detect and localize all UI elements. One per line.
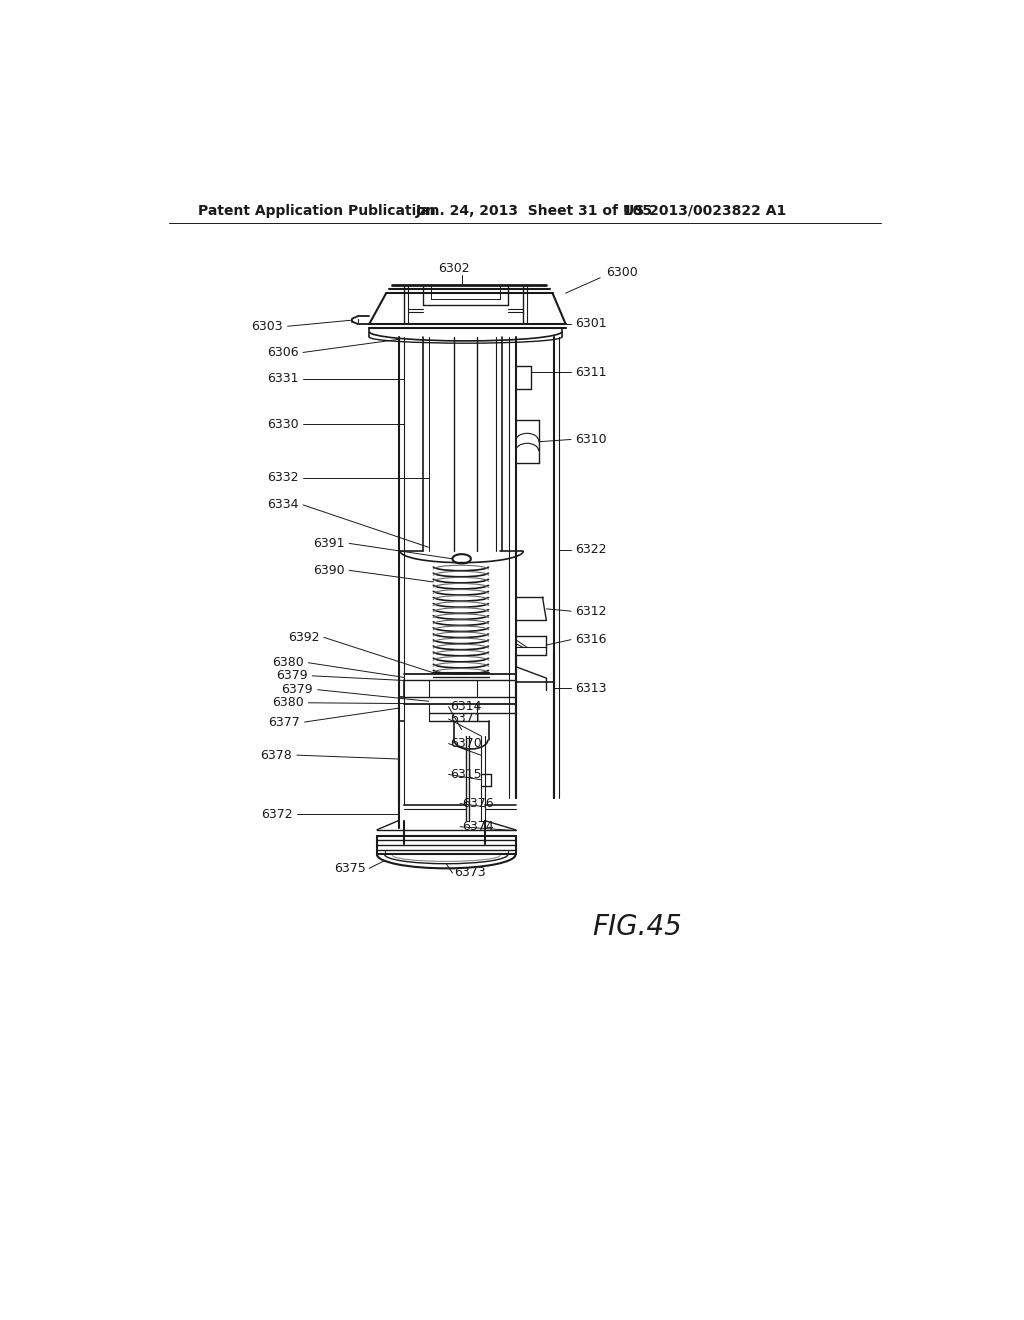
Text: 6301: 6301 (575, 317, 607, 330)
Text: 6332: 6332 (267, 471, 298, 484)
Text: 6303: 6303 (252, 319, 283, 333)
Text: Jan. 24, 2013  Sheet 31 of 105: Jan. 24, 2013 Sheet 31 of 105 (416, 203, 652, 218)
Text: 6306: 6306 (267, 346, 298, 359)
Text: 6370: 6370 (451, 737, 482, 750)
Text: 6373: 6373 (454, 866, 485, 879)
Text: 6322: 6322 (575, 543, 607, 556)
Text: 6379: 6379 (282, 684, 313, 696)
Text: 6375: 6375 (334, 862, 366, 875)
Text: 6313: 6313 (575, 681, 607, 694)
Text: 6314: 6314 (451, 700, 481, 713)
Text: 6334: 6334 (267, 499, 298, 511)
Text: 6377: 6377 (268, 715, 300, 729)
Text: 6376: 6376 (462, 797, 494, 810)
Text: 6380: 6380 (272, 696, 304, 709)
Text: 6379: 6379 (276, 669, 307, 682)
Text: FIG.45: FIG.45 (593, 913, 682, 941)
Text: 6330: 6330 (267, 417, 298, 430)
Text: 6378: 6378 (260, 748, 292, 762)
Text: 6312: 6312 (575, 605, 607, 618)
Text: 6390: 6390 (313, 564, 345, 577)
Text: 6302: 6302 (438, 261, 470, 275)
Text: 6374: 6374 (462, 820, 494, 833)
Text: 6331: 6331 (267, 372, 298, 385)
Text: US 2013/0023822 A1: US 2013/0023822 A1 (624, 203, 786, 218)
Text: 6311: 6311 (575, 366, 607, 379)
Text: 6372: 6372 (261, 808, 292, 821)
Text: 6392: 6392 (288, 631, 319, 644)
Text: Patent Application Publication: Patent Application Publication (199, 203, 436, 218)
Text: 6310: 6310 (575, 433, 607, 446)
Text: 6391: 6391 (313, 537, 345, 550)
Text: 6316: 6316 (575, 634, 607, 647)
Text: 6300: 6300 (606, 265, 638, 279)
Text: 6380: 6380 (272, 656, 304, 669)
Text: 6315: 6315 (451, 768, 481, 781)
Text: 6371: 6371 (451, 713, 481, 726)
